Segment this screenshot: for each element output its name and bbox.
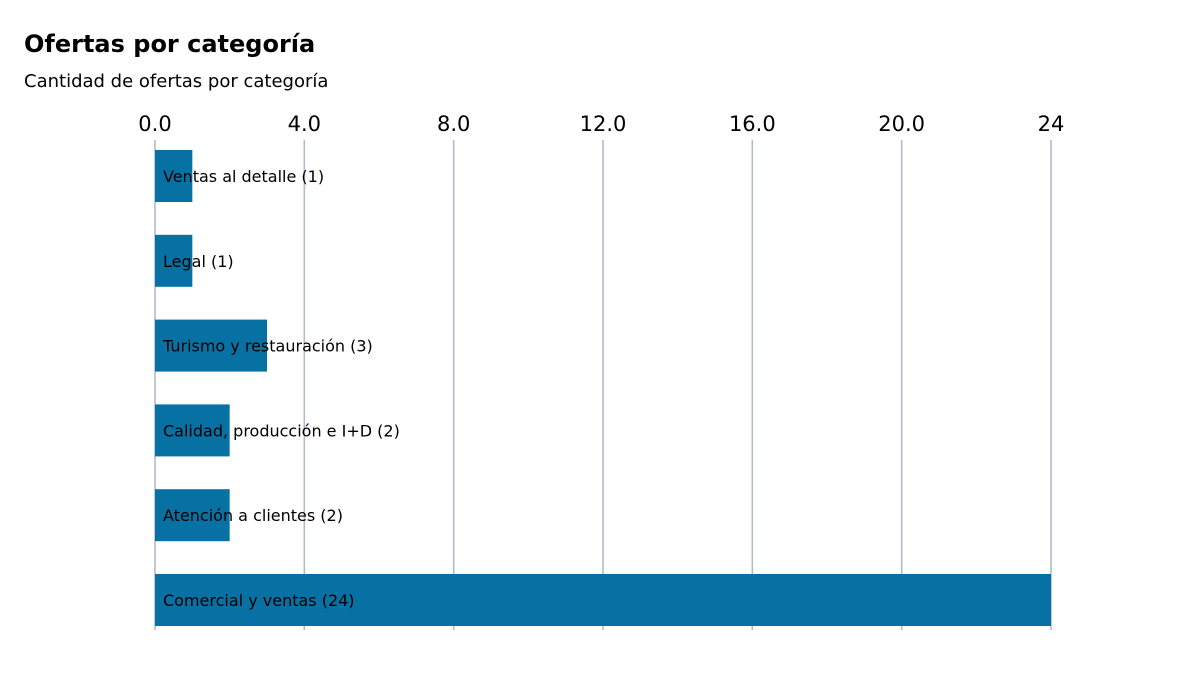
bar-label: Comercial y ventas (24) (163, 591, 355, 610)
x-tick-label: 0.0 (138, 112, 171, 136)
bar (155, 234, 193, 287)
bar (155, 150, 193, 202)
bar-label: Ventas al detalle (1) (163, 167, 324, 186)
chart-title: Ofertas por categoría (24, 30, 316, 58)
bar (155, 489, 230, 542)
x-tick-label: 12.0 (580, 112, 627, 136)
bar (155, 404, 230, 457)
x-tick-label: 4.0 (288, 112, 321, 136)
x-tick-label: 24 (1038, 112, 1065, 136)
x-tick-label: 20.0 (878, 112, 925, 136)
bars (155, 150, 1051, 626)
bar-labels: Ventas al detalle (1) Legal (1) Turismo y … (162, 167, 400, 610)
x-tick-label: 16.0 (729, 112, 776, 136)
bar-label: Calidad, producción e I+D (2) (163, 421, 400, 440)
x-tick-label: 8.0 (437, 112, 470, 136)
bar-label: Atención a clientes (2) (163, 506, 343, 525)
bar-label: Legal (1) (163, 252, 234, 271)
chart-subtitle: Cantidad de ofertas por categoría (24, 71, 329, 92)
bar (155, 319, 267, 372)
bar (155, 574, 1051, 626)
bar-label: Turismo y restauración (3) (162, 337, 373, 356)
x-axis-ticks: 0.0 4.0 8.0 12.0 16.0 20.0 24 (138, 112, 1064, 136)
grid-lines (154, 140, 1052, 630)
